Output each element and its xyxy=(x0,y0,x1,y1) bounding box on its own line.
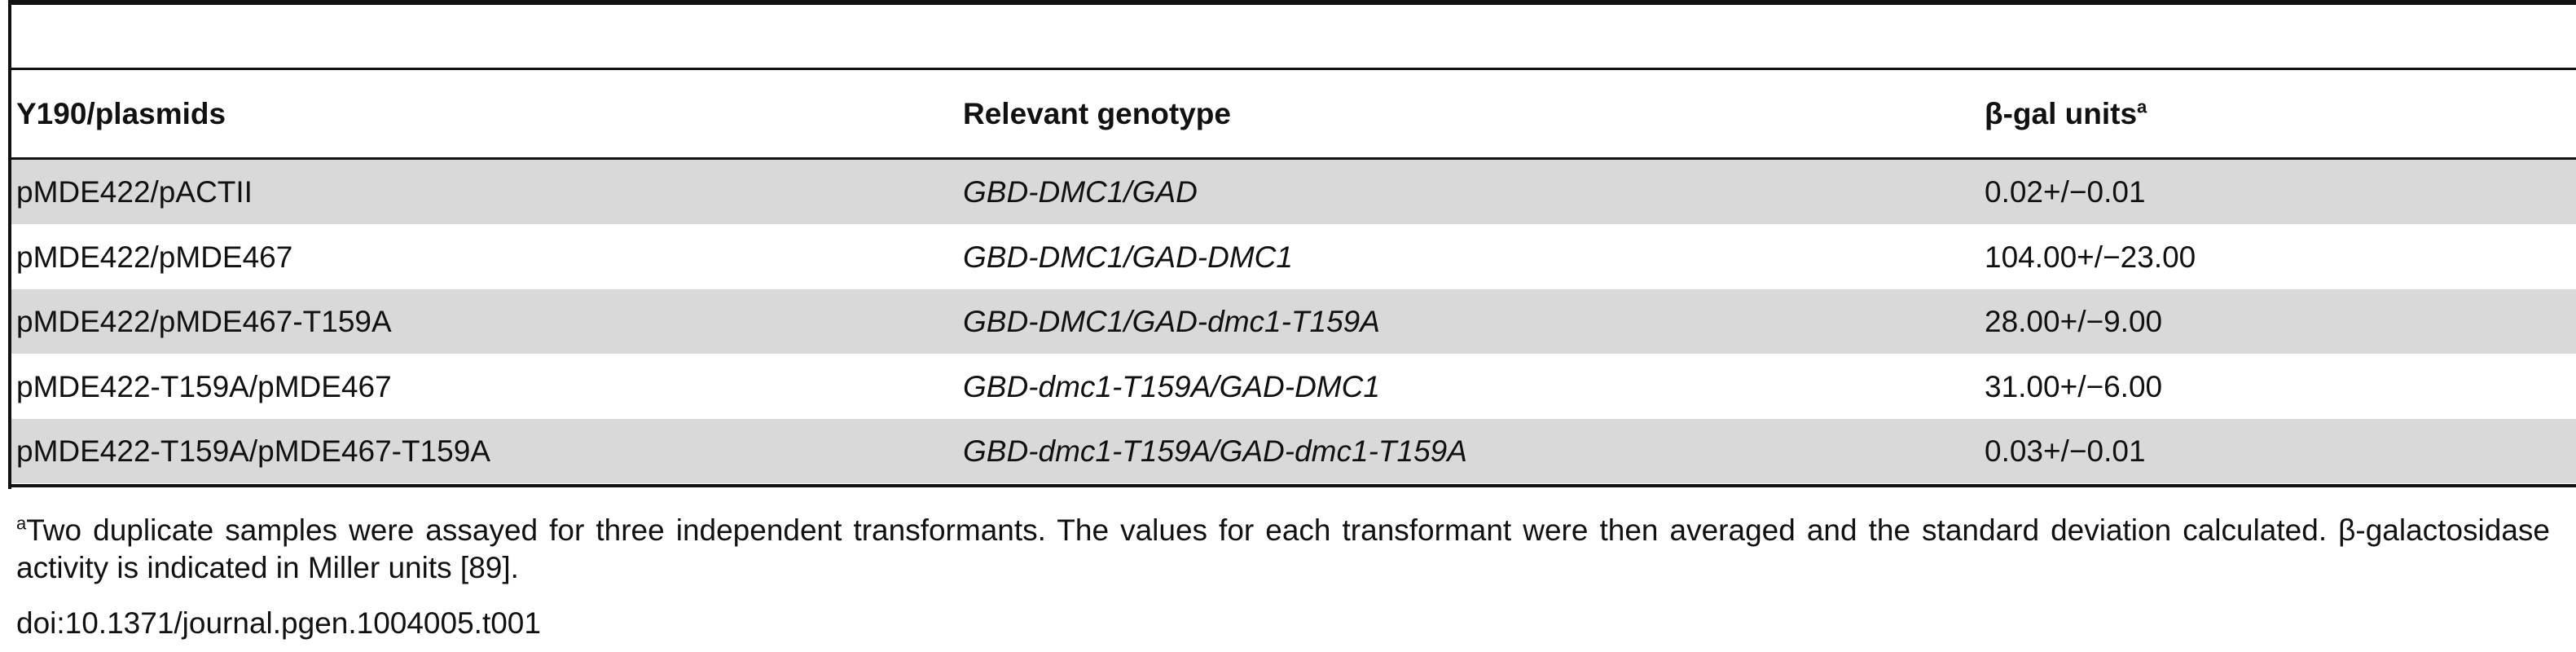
table-cell: pMDE422-T159A/pMDE467-T159A xyxy=(16,434,491,468)
table-cell: 0.02+/−0.01 xyxy=(1985,175,2146,209)
table-cell: pMDE422/pACTII xyxy=(16,175,253,209)
table-cell: GBD-dmc1-T159A/GAD-dmc1-T159A xyxy=(963,434,1467,468)
footnote-marker: a xyxy=(16,513,27,534)
header-bottom-rule xyxy=(10,157,2576,160)
doi: doi:10.1371/journal.pgen.1004005.t001 xyxy=(16,606,541,640)
table-cell: pMDE422/pMDE467-T159A xyxy=(16,305,392,338)
top-rule xyxy=(10,0,2576,5)
column-header: Relevant genotype xyxy=(963,97,1231,130)
footnote: aTwo duplicate samples were assayed for … xyxy=(16,512,2550,587)
table-cell: 28.00+/−9.00 xyxy=(1985,305,2163,338)
header-rule xyxy=(10,68,2576,70)
table-cell: pMDE422/pMDE467 xyxy=(16,240,293,274)
left-border xyxy=(8,0,11,489)
table-row xyxy=(11,289,2576,354)
footnote-text: Two duplicate samples were assayed for t… xyxy=(16,513,2550,584)
table-cell: GBD-DMC1/GAD-dmc1-T159A xyxy=(963,305,1380,338)
table-cell: 0.03+/−0.01 xyxy=(1985,434,2146,468)
table-cell: 31.00+/−6.00 xyxy=(1985,369,2163,403)
table-row xyxy=(11,160,2576,224)
bottom-rule xyxy=(10,484,2576,487)
table-row xyxy=(11,419,2576,483)
footnote-marker: a xyxy=(2137,96,2147,117)
table-cell: 104.00+/−23.00 xyxy=(1985,240,2196,274)
table-cell: GBD-DMC1/GAD-DMC1 xyxy=(963,240,1293,274)
table-cell: pMDE422-T159A/pMDE467 xyxy=(16,369,392,403)
table-cell: GBD-DMC1/GAD xyxy=(963,175,1198,209)
column-header: β-gal unitsa xyxy=(1985,82,2147,147)
column-header: Y190/plasmids xyxy=(16,97,226,130)
column-header-text: β-gal units xyxy=(1985,97,2138,130)
table-cell: GBD-dmc1-T159A/GAD-DMC1 xyxy=(963,369,1380,403)
